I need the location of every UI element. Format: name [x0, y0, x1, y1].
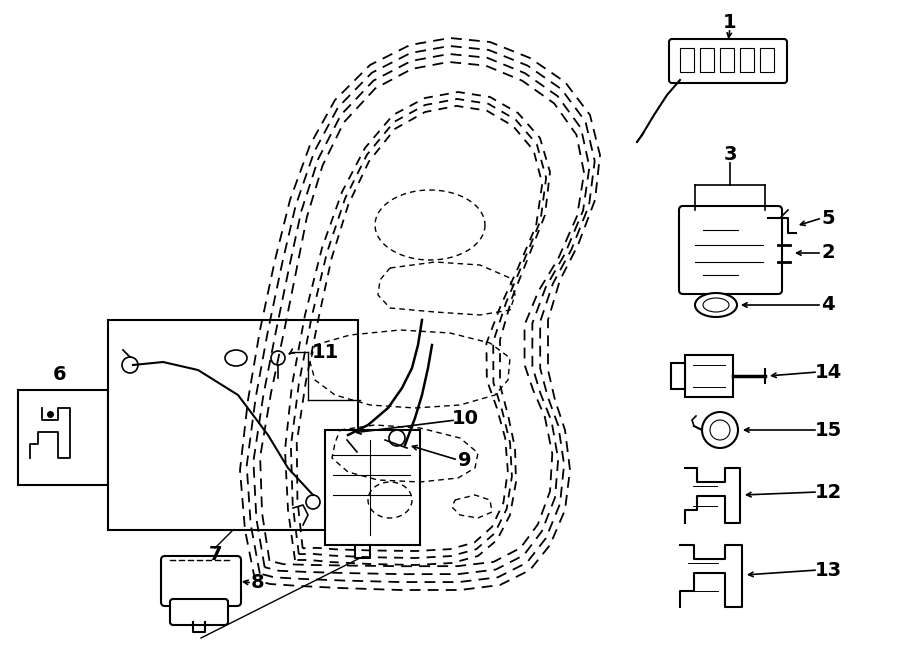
Circle shape	[271, 351, 285, 365]
Text: 12: 12	[814, 483, 842, 502]
Circle shape	[710, 420, 730, 440]
Bar	[760, 48, 774, 72]
FancyBboxPatch shape	[679, 206, 782, 294]
Bar	[720, 48, 734, 72]
Text: 13: 13	[814, 561, 842, 580]
Circle shape	[122, 357, 138, 373]
Bar	[325, 430, 420, 545]
Text: 8: 8	[251, 574, 265, 592]
Bar	[671, 363, 685, 389]
Ellipse shape	[225, 350, 247, 366]
Bar	[18, 390, 108, 485]
Text: 14: 14	[814, 362, 842, 381]
Circle shape	[389, 430, 405, 446]
Bar	[700, 48, 714, 72]
FancyBboxPatch shape	[161, 556, 241, 606]
Circle shape	[306, 495, 320, 509]
Text: 15: 15	[814, 420, 842, 440]
Text: 6: 6	[53, 366, 67, 385]
Text: 9: 9	[458, 451, 472, 469]
FancyBboxPatch shape	[669, 39, 787, 83]
Text: 3: 3	[724, 145, 737, 165]
Bar	[680, 48, 694, 72]
Bar	[108, 320, 358, 530]
Text: 2: 2	[821, 243, 835, 262]
Ellipse shape	[703, 298, 729, 312]
Bar	[740, 48, 754, 72]
Circle shape	[702, 412, 738, 448]
Text: 10: 10	[452, 408, 479, 428]
Bar	[685, 355, 733, 397]
Ellipse shape	[695, 293, 737, 317]
FancyBboxPatch shape	[170, 599, 228, 625]
Text: 4: 4	[821, 295, 835, 315]
Text: 5: 5	[821, 208, 835, 227]
Text: 11: 11	[311, 342, 338, 362]
Text: 7: 7	[208, 545, 221, 564]
Text: 1: 1	[724, 13, 737, 32]
